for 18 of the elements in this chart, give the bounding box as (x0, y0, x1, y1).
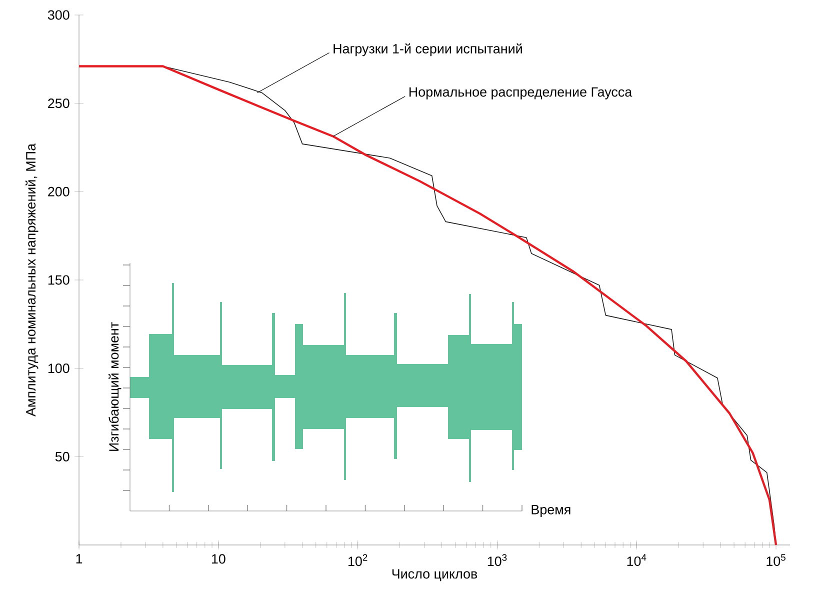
y-tick-label: 300 (48, 10, 70, 20)
x-tick-label: 10 (212, 554, 226, 564)
y-tick-label: 100 (48, 364, 70, 374)
x-axis-title: Число циклов (392, 569, 478, 582)
y-tick-label: 50 (55, 452, 70, 462)
x-tick-label: 10$^{4}$ (627, 554, 646, 566)
annotation: Нагрузки 1-й серии испытаний (334, 43, 522, 56)
x-tick-label: 10$^{2}$ (348, 554, 368, 566)
y-tick-label: 200 (48, 186, 70, 196)
x-tick-label: 10$^{5}$ (766, 554, 786, 566)
y-tick-label: 250 (48, 98, 70, 108)
y-tick-label: 150 (48, 275, 70, 285)
text: Изгибающий момент (108, 322, 122, 451)
y-axis-title: Амплитуда номинальных напряжений, МПа (25, 143, 38, 416)
x-tick-label: 10$^{3}$ (488, 554, 507, 566)
x-tick-label: 1 (76, 554, 82, 564)
text: Время (532, 504, 570, 518)
annotation: Нормальное распределение Гаусса (410, 87, 632, 100)
